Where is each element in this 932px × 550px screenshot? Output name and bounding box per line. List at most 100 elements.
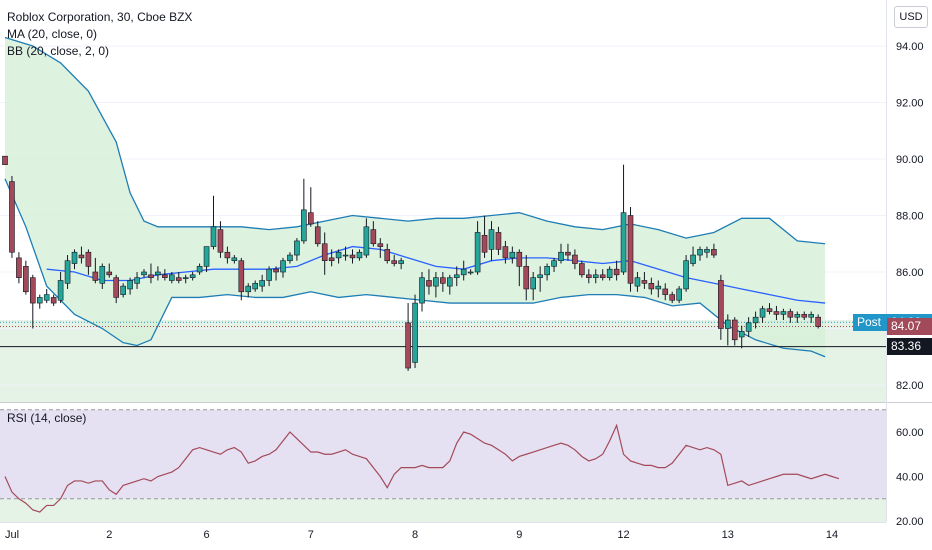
candle-body bbox=[446, 277, 453, 287]
rsi-tick-label: 60.00 bbox=[896, 427, 924, 439]
candle-body bbox=[579, 263, 585, 276]
candle-body bbox=[266, 268, 272, 281]
candle-body bbox=[808, 314, 815, 318]
candle-body bbox=[210, 226, 217, 247]
candle-body bbox=[182, 277, 189, 279]
candle-body bbox=[676, 288, 682, 301]
candle-body bbox=[252, 282, 258, 290]
candle-body bbox=[419, 277, 425, 304]
last-price-tag: 84.07 bbox=[887, 318, 932, 336]
candle-body bbox=[724, 319, 731, 329]
candle-body bbox=[516, 251, 523, 267]
candle-body bbox=[731, 319, 738, 341]
candle-body bbox=[349, 254, 356, 259]
candle-body bbox=[224, 251, 231, 259]
candle-body bbox=[620, 212, 627, 273]
candle-body bbox=[759, 308, 766, 318]
candle-body bbox=[384, 249, 391, 261]
candle-body bbox=[613, 268, 620, 276]
price-tick-label: 94.00 bbox=[896, 41, 924, 53]
candle-body bbox=[43, 294, 50, 301]
candle-body bbox=[460, 268, 467, 276]
candle-body bbox=[558, 251, 564, 262]
candle-body bbox=[481, 234, 488, 253]
candle-body bbox=[328, 257, 335, 261]
candle-body bbox=[50, 297, 57, 304]
price-tick-label: 82.00 bbox=[896, 380, 924, 392]
candle-body bbox=[787, 311, 794, 318]
candle-body bbox=[57, 280, 64, 301]
candle-body bbox=[405, 322, 411, 369]
candle-body bbox=[599, 274, 606, 278]
candle-body bbox=[162, 274, 168, 278]
candle-body bbox=[433, 277, 439, 287]
rsi-line bbox=[4, 423, 840, 513]
ma-legend[interactable]: MA (20, close, 0) bbox=[7, 27, 98, 41]
rsi-lower-shade bbox=[0, 498, 886, 522]
candle-body bbox=[217, 229, 224, 253]
candle-body bbox=[287, 254, 293, 262]
candle-body bbox=[342, 254, 349, 257]
candle-body bbox=[738, 331, 745, 338]
candle-body bbox=[697, 249, 703, 256]
candle-body bbox=[2, 155, 8, 165]
candle-body bbox=[23, 266, 29, 293]
rsi-legend[interactable]: RSI (14, close) bbox=[7, 411, 87, 425]
currency-button[interactable]: USD bbox=[894, 6, 928, 28]
candle-body bbox=[16, 257, 22, 278]
candle-body bbox=[752, 316, 759, 324]
time-tick-label: 9 bbox=[516, 529, 522, 541]
candle-body bbox=[231, 257, 238, 261]
candle-body bbox=[391, 260, 398, 264]
time-tick-label: 6 bbox=[203, 529, 209, 541]
candle-body bbox=[273, 268, 279, 273]
candle-body bbox=[530, 277, 537, 290]
candle-body bbox=[335, 251, 342, 259]
candle-body bbox=[280, 260, 286, 273]
candle-body bbox=[356, 251, 363, 259]
candle-body bbox=[113, 277, 119, 298]
candle-body bbox=[29, 277, 36, 304]
candle-body bbox=[815, 316, 821, 327]
candle-body bbox=[537, 274, 543, 278]
candle-body bbox=[412, 302, 418, 363]
candle-body bbox=[36, 297, 43, 304]
time-tick-label: Jul bbox=[5, 529, 19, 541]
candle-body bbox=[474, 232, 481, 273]
candle-body bbox=[565, 251, 571, 256]
bb-legend[interactable]: BB (20, close, 2, 0) bbox=[7, 44, 110, 58]
candle-body bbox=[377, 243, 384, 247]
rsi-band-fill bbox=[0, 409, 886, 499]
candle-body bbox=[99, 266, 106, 284]
time-tick-label: 2 bbox=[106, 529, 112, 541]
candle-body bbox=[766, 308, 773, 312]
bb-upper-line bbox=[4, 36, 826, 245]
candle-body bbox=[641, 280, 648, 284]
time-tick-label: 8 bbox=[412, 529, 418, 541]
price-tick-label: 92.00 bbox=[896, 98, 924, 110]
symbol-title[interactable]: Roblox Corporation, 30, Cboe BZX bbox=[7, 10, 193, 24]
price-tick-label: 88.00 bbox=[896, 211, 924, 223]
candle-body bbox=[488, 229, 495, 250]
candle-body bbox=[259, 280, 265, 287]
candle-body bbox=[801, 314, 808, 318]
candle-body bbox=[572, 254, 578, 264]
candle-body bbox=[238, 260, 245, 293]
candle-body bbox=[773, 311, 780, 315]
candle-body bbox=[71, 251, 78, 264]
candle-body bbox=[669, 294, 676, 301]
candle-body bbox=[370, 229, 377, 245]
candle-body bbox=[120, 285, 126, 295]
candle-body bbox=[523, 266, 530, 290]
candle-body bbox=[718, 280, 724, 329]
candle-body bbox=[711, 249, 717, 256]
price-tick-label: 90.00 bbox=[896, 154, 924, 166]
ma-line bbox=[46, 245, 826, 304]
candle-body bbox=[509, 251, 516, 259]
candle-body bbox=[196, 266, 203, 273]
candle-body bbox=[551, 260, 557, 267]
candle-body bbox=[634, 277, 641, 287]
rsi-tick-label: 20.00 bbox=[896, 516, 924, 528]
